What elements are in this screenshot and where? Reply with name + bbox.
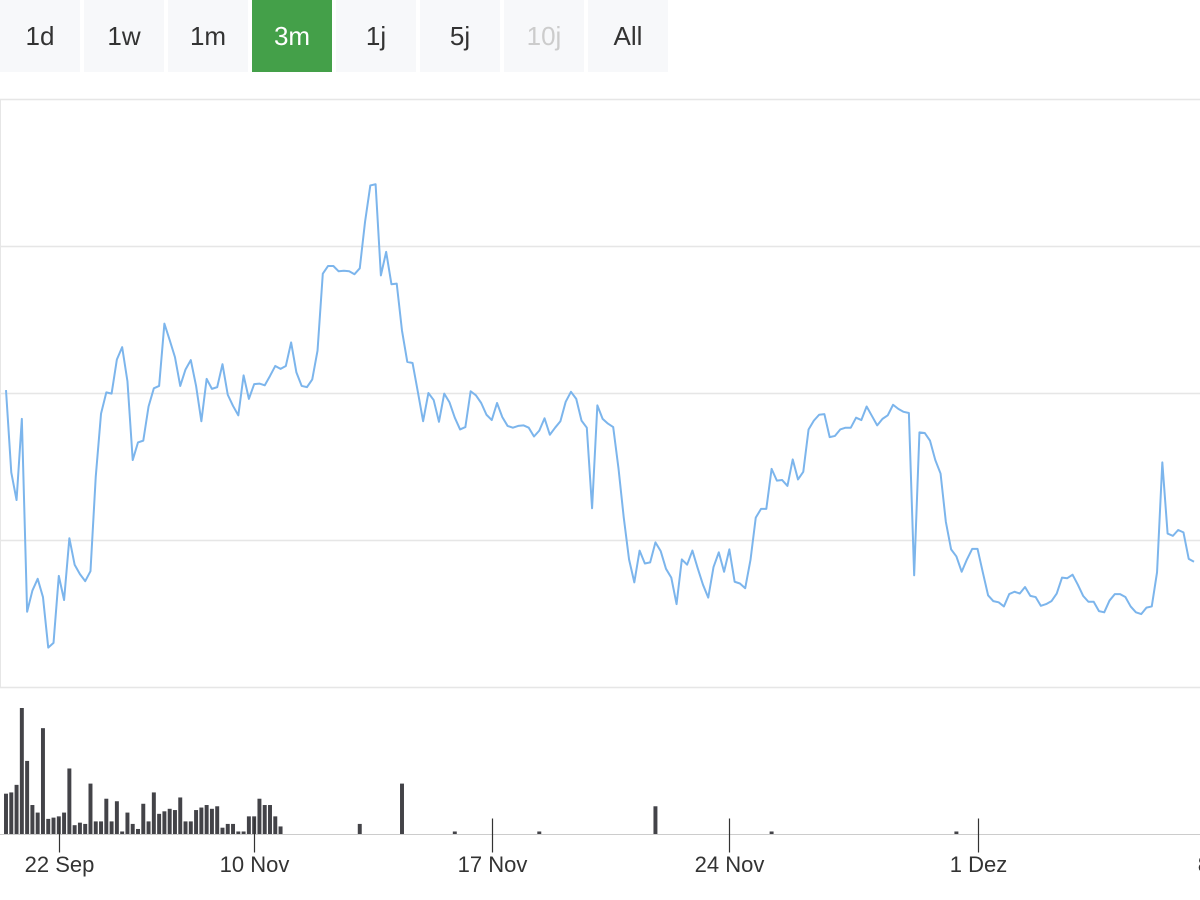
range-button-5j[interactable]: 5j <box>420 0 500 72</box>
volume-bar-36 <box>194 810 199 834</box>
volume-bar-19 <box>104 798 109 834</box>
volume-bar-35 <box>188 821 193 834</box>
volume-bar-123 <box>653 806 658 834</box>
x-axis: 22 Sep 10 Nov 17 Nov 24 Nov 1 Dez 8 Dez <box>0 818 1200 877</box>
volume-bar-14 <box>77 822 82 834</box>
volume-bar-4 <box>25 760 30 834</box>
volume-bar-15 <box>83 823 88 834</box>
volume-bar-38 <box>204 805 209 834</box>
volume-bar-41 <box>220 827 225 834</box>
volume-bar-6 <box>35 812 40 834</box>
volume-bar-21 <box>114 801 119 834</box>
volume-bar-85 <box>452 831 457 834</box>
volume-bar-145 <box>769 831 774 834</box>
volume-bar-50 <box>268 805 272 834</box>
volume-bar-43 <box>231 823 236 834</box>
volume-bar-29 <box>157 813 162 834</box>
volume-bar-49 <box>262 805 267 834</box>
volume-bar-34 <box>183 821 188 834</box>
volume-bar-28 <box>151 792 156 834</box>
volume-bar-51 <box>273 816 278 834</box>
x-tick-label-0: 22 Sep <box>25 852 95 877</box>
range-button-3m[interactable]: 3m <box>252 0 332 72</box>
volume-bar-5 <box>30 805 35 834</box>
volume-bar-101 <box>537 831 542 834</box>
volume-bar-25 <box>136 828 140 834</box>
volume-bar-9 <box>51 817 56 834</box>
x-tick-label-4: 1 Dez <box>950 852 1007 877</box>
volume-bar-7 <box>40 728 45 834</box>
volume-bar-20 <box>109 821 114 834</box>
volume-bar-23 <box>125 812 130 834</box>
range-button-10j: 10j <box>504 0 584 72</box>
range-button-1w[interactable]: 1w <box>84 0 164 72</box>
volume-bar-12 <box>67 768 72 834</box>
volume-bar-44 <box>236 831 241 834</box>
volume-bar-10 <box>56 816 61 834</box>
volume-bar-39 <box>209 808 214 834</box>
volume-bar-46 <box>246 816 251 834</box>
x-tick-label-1: 10 Nov <box>220 852 290 877</box>
volume-bar-75 <box>400 783 404 834</box>
volume-bar-45 <box>241 831 246 834</box>
volume-bar-8 <box>46 818 51 834</box>
price-series <box>5 183 1195 649</box>
volume-bar-18 <box>99 821 104 834</box>
volume-bar-48 <box>257 798 262 834</box>
volume-bar-30 <box>162 811 167 834</box>
range-button-all[interactable]: All <box>588 0 668 72</box>
volume-bar-26 <box>141 803 146 834</box>
volume-bar-24 <box>130 823 135 834</box>
volume-bar-3 <box>19 708 24 834</box>
volume-bars <box>4 708 959 834</box>
volume-bar-31 <box>167 808 172 834</box>
volume-bar-16 <box>88 783 93 834</box>
volume-bar-0 <box>4 793 8 834</box>
x-tick-label-3: 24 Nov <box>695 852 765 877</box>
volume-bar-52 <box>278 826 283 834</box>
x-tick-label-5: 8 Dez <box>1198 852 1200 877</box>
volume-bar-1 <box>9 792 14 834</box>
volume-bar-180 <box>954 831 959 834</box>
range-button-1j[interactable]: 1j <box>336 0 416 72</box>
volume-bar-40 <box>215 806 220 834</box>
volume-bar-37 <box>199 807 204 834</box>
price-line <box>5 183 1195 649</box>
volume-bar-32 <box>172 810 177 834</box>
volume-bar-67 <box>357 823 362 834</box>
volume-bar-33 <box>178 797 183 834</box>
x-tick-label-2: 17 Nov <box>458 852 528 877</box>
range-selector: 1d 1w 1m 3m 1j 5j 10j All <box>0 0 668 72</box>
volume-bar-2 <box>14 784 19 834</box>
volume-bar-42 <box>225 823 230 834</box>
volume-bar-27 <box>146 821 151 834</box>
volume-bar-11 <box>62 812 67 834</box>
volume-bar-17 <box>93 821 98 834</box>
range-button-1m[interactable]: 1m <box>168 0 248 72</box>
gridlines <box>0 98 1200 689</box>
range-button-1d[interactable]: 1d <box>0 0 80 72</box>
volume-bar-22 <box>120 831 125 834</box>
volume-bar-13 <box>72 825 77 834</box>
